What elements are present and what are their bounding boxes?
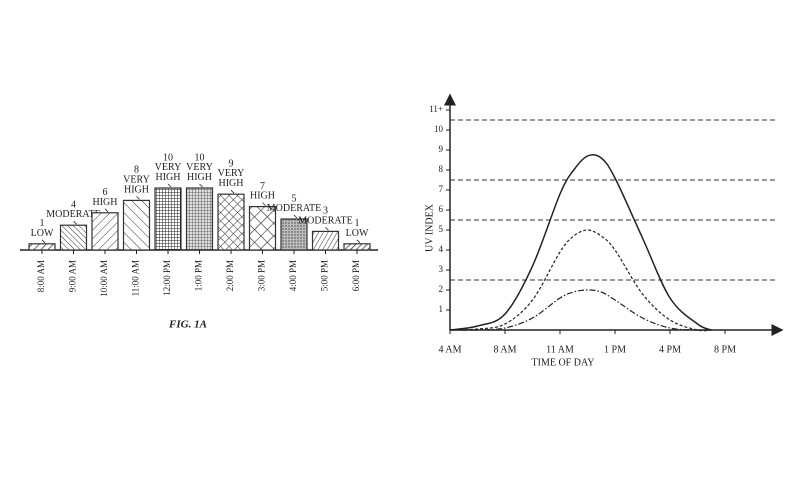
x-tick-label: 3:00 PM — [257, 260, 267, 291]
bar — [59, 224, 88, 251]
level-word: VERY — [155, 162, 182, 173]
y-tick-label: 11+ — [429, 104, 443, 114]
level-word: HIGH — [93, 197, 118, 208]
x-tick-label: 12:00 PM — [162, 260, 172, 296]
value-label: 8 — [134, 165, 139, 176]
bar — [91, 212, 119, 251]
bar — [154, 187, 182, 251]
level-label: HIGH — [250, 191, 275, 202]
bar — [311, 230, 340, 251]
value-label: 4 — [71, 199, 76, 210]
level-word: LOW — [31, 228, 54, 239]
value-label: 9 — [229, 158, 234, 169]
level-word: HIGH — [156, 172, 181, 183]
level-word: MODERATE — [298, 216, 352, 227]
value-label: 10 — [163, 152, 173, 163]
level-label: HIGH — [93, 197, 118, 208]
value-label: 5 — [292, 193, 297, 204]
value-label: 3 — [323, 206, 328, 217]
level-label: MODERATE — [298, 216, 352, 227]
level-label: VERY HIGH — [218, 168, 245, 189]
value-label: 10 — [195, 152, 205, 163]
x-tick-label: 11:00 AM — [131, 260, 141, 296]
x-tick-label: 2:00 PM — [225, 260, 235, 291]
uv-curve — [449, 289, 712, 331]
y-tick-label: 9 — [439, 144, 444, 154]
level-word: VERY — [123, 175, 150, 186]
leader — [356, 239, 361, 244]
x-tick-label: 4 AM — [438, 344, 461, 355]
bar — [28, 243, 56, 251]
x-tick-label: 4:00 PM — [288, 260, 298, 291]
y-tick-label: 4 — [439, 244, 444, 254]
leader — [136, 196, 140, 200]
y-tick-label: 6 — [439, 204, 444, 214]
y-tick-label: 7 — [439, 184, 444, 194]
level-label: MODERATE — [267, 203, 321, 214]
x-tick-label: 11 AM — [546, 344, 574, 355]
y-tick-label: 1 — [439, 304, 444, 314]
level-word: LOW — [346, 228, 369, 239]
x-axis-label: TIME OF DAY — [532, 357, 595, 368]
leader — [325, 227, 329, 231]
level-word: VERY — [218, 168, 245, 179]
y-tick-label: 10 — [434, 124, 444, 134]
level-label: LOW — [346, 228, 369, 239]
x-tick-label: 8:00 AM — [36, 260, 46, 292]
level-word: HIGH — [124, 185, 149, 196]
level-label: LOW — [31, 228, 54, 239]
y-axis-label: UV INDEX — [424, 203, 435, 252]
leader — [104, 208, 109, 213]
leader — [230, 189, 235, 194]
value-label: 1 — [40, 218, 45, 229]
level-word: HIGH — [187, 172, 212, 183]
x-tick-label: 5:00 PM — [320, 260, 330, 291]
x-tick-label: 4 PM — [659, 344, 681, 355]
level-label: MODERATE — [46, 209, 100, 220]
y-tick-label: 8 — [439, 164, 444, 174]
level-word: VERY — [186, 162, 213, 173]
x-tick-label: 6:00 PM — [351, 260, 361, 291]
level-label: VERY HIGH — [186, 162, 213, 183]
caption: FIG. 1A — [168, 319, 207, 331]
y-tick-label: 5 — [439, 224, 444, 234]
value-label: 7 — [260, 181, 265, 192]
level-word: MODERATE — [267, 203, 321, 214]
x-tick-label: 8 AM — [493, 344, 516, 355]
level-word: HIGH — [250, 191, 275, 202]
uv-curve — [449, 154, 712, 331]
bar — [185, 187, 214, 251]
y-tick-label: 3 — [439, 264, 444, 274]
value-label: 6 — [103, 187, 108, 198]
x-tick-label: 10:00 AM — [99, 260, 109, 297]
leader — [262, 202, 266, 206]
x-tick-label: 1:00 PM — [194, 260, 204, 291]
y-tick-label: 2 — [439, 284, 444, 294]
leader — [167, 183, 172, 188]
leader — [199, 183, 203, 188]
value-label: 1 — [355, 218, 360, 229]
leader — [41, 239, 46, 244]
x-tick-label: 9:00 AM — [68, 260, 78, 292]
x-tick-label: 8 PM — [714, 344, 736, 355]
leader — [73, 220, 77, 225]
bar — [248, 206, 277, 251]
bar — [122, 199, 151, 251]
level-word: HIGH — [219, 178, 244, 189]
uv-curve — [449, 229, 712, 332]
x-tick-label: 1 PM — [604, 344, 626, 355]
level-label: VERY HIGH — [123, 175, 150, 196]
leader — [293, 214, 298, 219]
bar — [343, 243, 371, 251]
level-label: VERY HIGH — [155, 162, 182, 183]
bar — [217, 193, 245, 251]
level-word: MODERATE — [46, 209, 100, 220]
